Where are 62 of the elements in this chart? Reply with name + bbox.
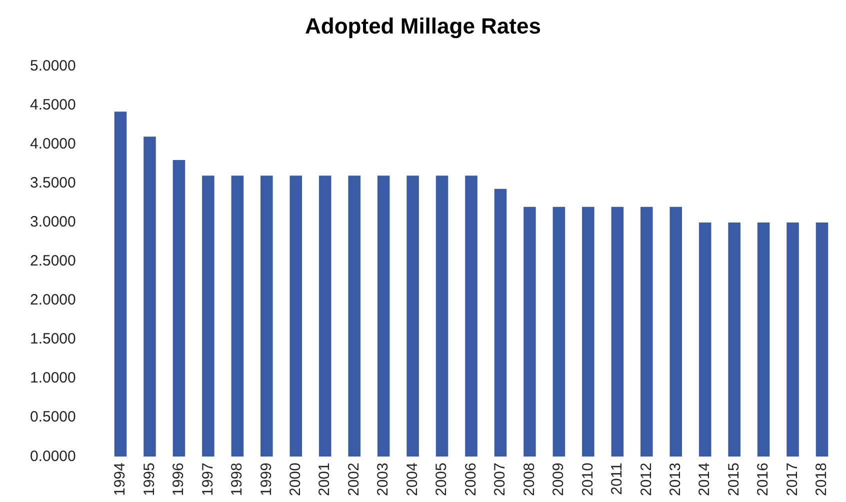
bar xyxy=(290,176,302,457)
x-tick-label: 2006 xyxy=(462,462,480,496)
chart-title: Adopted Millage Rates xyxy=(305,13,541,38)
bar xyxy=(582,206,594,457)
bar xyxy=(348,176,360,457)
x-tick-label: 2016 xyxy=(754,462,772,496)
x-tick-label: 1997 xyxy=(199,462,216,496)
y-tick-label: 3.5000 xyxy=(30,174,76,192)
bar xyxy=(318,176,332,457)
x-tick-label: 2015 xyxy=(725,462,742,496)
bar xyxy=(406,176,419,457)
x-tick-label: 2008 xyxy=(520,462,538,496)
bar xyxy=(231,176,244,457)
bar xyxy=(728,222,740,457)
y-tick-label: 1.5000 xyxy=(30,330,76,348)
y-tick-label: 5.0000 xyxy=(30,58,76,75)
x-tick-label: 2017 xyxy=(784,462,801,496)
y-tick-label: 2.5000 xyxy=(30,252,76,270)
x-tick-label: 2001 xyxy=(316,462,334,496)
x-tick-label: 2004 xyxy=(404,462,421,496)
x-tick-label: 2000 xyxy=(287,462,304,496)
y-tick-label: 0.5000 xyxy=(30,408,76,426)
y-tick-label: 1.0000 xyxy=(30,370,76,387)
x-tick-label: 1994 xyxy=(112,462,129,496)
bar xyxy=(202,176,214,457)
bar xyxy=(144,136,156,457)
x-tick-label: 1998 xyxy=(228,462,246,496)
y-tick-label: 3.0000 xyxy=(30,214,76,231)
bar xyxy=(786,222,799,457)
bar xyxy=(757,222,770,457)
bar xyxy=(465,176,478,457)
x-tick-label: 2002 xyxy=(345,462,362,496)
bar xyxy=(172,160,186,457)
bar xyxy=(670,206,682,457)
x-tick-label: 2014 xyxy=(696,462,714,496)
x-tick-label: 2007 xyxy=(492,462,509,496)
bar xyxy=(816,222,828,457)
x-tick-label: 2018 xyxy=(813,462,830,496)
y-tick-label: 4.5000 xyxy=(30,96,76,114)
bar xyxy=(640,206,653,457)
x-tick-label: 2013 xyxy=(666,462,684,496)
bar xyxy=(260,176,273,457)
x-tick-label: 2009 xyxy=(550,462,568,496)
x-tick-label: 1995 xyxy=(140,462,158,496)
bar xyxy=(377,176,390,457)
x-tick-label: 1996 xyxy=(170,462,188,496)
x-tick-label: 2011 xyxy=(608,462,626,495)
bar xyxy=(698,222,712,457)
bar xyxy=(611,206,624,457)
x-tick-label: 2010 xyxy=(579,462,596,496)
bar xyxy=(494,188,507,457)
y-tick-label: 2.0000 xyxy=(30,292,76,309)
bar xyxy=(436,176,448,457)
x-tick-label: 1999 xyxy=(258,462,275,496)
x-tick-label: 2005 xyxy=(433,462,450,496)
y-tick-label: 4.0000 xyxy=(30,136,76,153)
bar xyxy=(114,112,127,457)
bar xyxy=(552,206,566,457)
x-tick-label: 2012 xyxy=(638,462,655,496)
x-tick-label: 2003 xyxy=(374,462,392,496)
y-tick-label: 0.0000 xyxy=(30,448,76,465)
bar xyxy=(524,206,536,457)
